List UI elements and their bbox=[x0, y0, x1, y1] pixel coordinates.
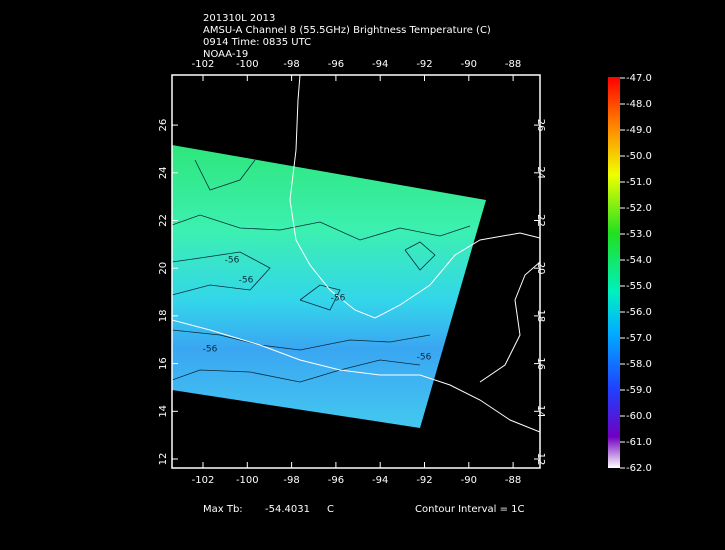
colorbar-label: -61.0 bbox=[626, 437, 652, 448]
lat-label: 12 bbox=[158, 453, 169, 466]
lat-label: 20 bbox=[158, 262, 169, 275]
lat-label: 14 bbox=[158, 405, 169, 418]
colorbar-label: -50.0 bbox=[626, 151, 652, 162]
lat-label: 22 bbox=[158, 214, 169, 227]
lat-label: 18 bbox=[158, 310, 169, 323]
colorbar-label: -47.0 bbox=[626, 73, 652, 84]
lat-label: 16 bbox=[158, 357, 169, 370]
contour-label: -56 bbox=[203, 345, 218, 355]
colorbar-label: -56.0 bbox=[626, 307, 652, 318]
footer-text: Max Tb: bbox=[203, 504, 243, 515]
colorbar-label: -49.0 bbox=[626, 125, 652, 136]
swath bbox=[172, 145, 486, 428]
map-frame bbox=[171, 74, 541, 469]
footer-text: C bbox=[327, 504, 334, 515]
footer-text: Contour Interval = 1C bbox=[415, 504, 525, 515]
lon-label: -94 bbox=[372, 59, 388, 70]
colorbar-label: -58.0 bbox=[626, 359, 652, 370]
contours bbox=[172, 159, 471, 383]
lat-label: 14 bbox=[535, 405, 546, 418]
map-content bbox=[172, 75, 540, 433]
lon-label: -92 bbox=[416, 59, 432, 70]
lat-label: 24 bbox=[158, 166, 169, 179]
lon-label: -96 bbox=[328, 475, 344, 486]
lat-label: 26 bbox=[158, 119, 169, 132]
lon-label: -94 bbox=[372, 475, 388, 486]
colorbar-label: -54.0 bbox=[626, 255, 652, 266]
header-line: NOAA-19 bbox=[203, 49, 248, 60]
lat-label: 18 bbox=[535, 310, 546, 323]
colorbar-label: -62.0 bbox=[626, 463, 652, 474]
colorbar-label: -57.0 bbox=[626, 333, 652, 344]
lat-label: 22 bbox=[535, 214, 546, 227]
colorbar-label: -60.0 bbox=[626, 411, 652, 422]
footer-text: -54.4031 bbox=[265, 504, 310, 515]
lon-label: -98 bbox=[283, 59, 299, 70]
contour-label: -56 bbox=[225, 256, 240, 266]
coastline bbox=[172, 75, 540, 433]
colorbar-label: -55.0 bbox=[626, 281, 652, 292]
contour-label: -56 bbox=[239, 276, 254, 286]
colorbar-label: -53.0 bbox=[626, 229, 652, 240]
colorbar-label: -52.0 bbox=[626, 203, 652, 214]
lon-label: -90 bbox=[461, 475, 477, 486]
lon-label: -92 bbox=[416, 475, 432, 486]
lon-label: -102 bbox=[192, 475, 215, 486]
lon-label: -102 bbox=[192, 59, 215, 70]
lat-label: 24 bbox=[535, 166, 546, 179]
lon-label: -96 bbox=[328, 59, 344, 70]
lon-label: -98 bbox=[283, 475, 299, 486]
lat-label: 12 bbox=[535, 453, 546, 466]
lat-label: 26 bbox=[535, 119, 546, 132]
lat-label: 16 bbox=[535, 357, 546, 370]
colorbar-label: -59.0 bbox=[626, 385, 652, 396]
colorbar bbox=[608, 77, 620, 468]
colorbar-label: -48.0 bbox=[626, 99, 652, 110]
contour-label: -56 bbox=[331, 294, 346, 304]
header-line: AMSU-A Channel 8 (55.5GHz) Brightness Te… bbox=[203, 25, 491, 36]
lon-label: -88 bbox=[505, 59, 521, 70]
lat-label: 20 bbox=[535, 262, 546, 275]
contour-label: -56 bbox=[417, 353, 432, 363]
lon-label: -90 bbox=[461, 59, 477, 70]
colorbar-label: -51.0 bbox=[626, 177, 652, 188]
header-line: 201310L 2013 bbox=[203, 13, 275, 24]
lon-label: -100 bbox=[236, 475, 259, 486]
lon-label: -88 bbox=[505, 475, 521, 486]
lon-label: -100 bbox=[236, 59, 259, 70]
header-line: 0914 Time: 0835 UTC bbox=[203, 37, 311, 48]
